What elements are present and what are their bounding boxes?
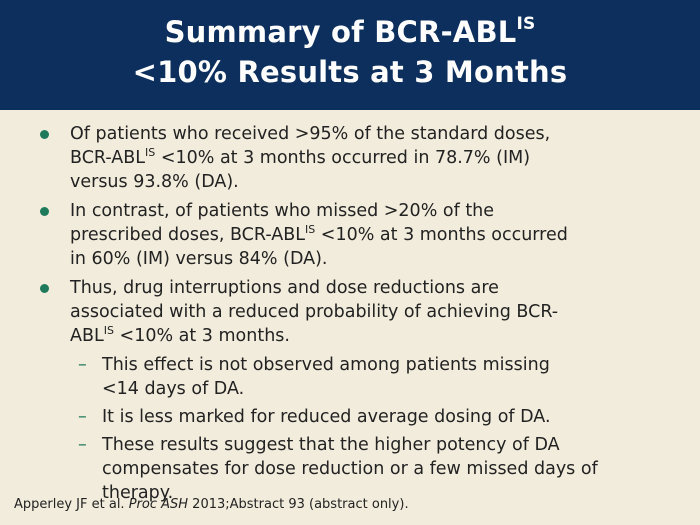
sub-bullet-line: These results suggest that the higher po… (102, 435, 560, 455)
bullet-line: Of patients who received >95% of the sta… (70, 124, 551, 144)
sub-bullet-line: therapy. (102, 483, 174, 503)
bullet-line: Thus, drug interruptions and dose reduct… (70, 278, 499, 298)
citation-journal: Proc ASH (128, 497, 189, 512)
sub-bullet-line: This effect is not observed among patien… (102, 355, 550, 375)
superscript: IS (145, 146, 156, 159)
dash-icon: – (78, 407, 87, 427)
slide-header: Summary of BCR-ABLIS <10% Results at 3 M… (0, 0, 700, 110)
slide-title-line-2: <10% Results at 3 Months (132, 55, 568, 89)
title-superscript: IS (516, 14, 536, 34)
sub-bullet-item: – This effect is not observed among pati… (40, 353, 660, 401)
sub-bullet-line: It is less marked for reduced average do… (102, 407, 551, 427)
bullet-text: <10% at 3 months. (113, 326, 290, 346)
bullet-dot-icon (40, 284, 49, 293)
bullet-text: <10% at 3 months occurred (315, 225, 568, 245)
bullet-item: In contrast, of patients who missed >20%… (40, 199, 660, 271)
sub-bullet-item: – It is less marked for reduced average … (40, 405, 660, 429)
bullet-item: Thus, drug interruptions and dose reduct… (40, 276, 660, 348)
sub-bullet-line: compensates for dose reduction or a few … (102, 459, 598, 479)
superscript: IS (305, 223, 316, 236)
bullet-dot-icon (40, 130, 49, 139)
bullet-line: in 60% (IM) versus 84% (DA). (70, 249, 328, 269)
bullet-text: <10% at 3 months occurred in 78.7% (IM) (155, 148, 531, 168)
title-text: Summary of BCR-ABL (164, 15, 517, 49)
bullet-text: prescribed doses, BCR-ABL (70, 225, 305, 245)
citation-footer: Apperley JF et al. Proc ASH 2013;Abstrac… (14, 497, 409, 512)
bullet-line: associated with a reduced probability of… (70, 302, 559, 322)
slide-content: Of patients who received >95% of the sta… (40, 122, 660, 509)
bullet-line: BCR-ABLIS <10% at 3 months occurred in 7… (70, 146, 660, 170)
superscript: IS (103, 324, 114, 337)
bullet-text: BCR-ABL (70, 148, 146, 168)
dash-icon: – (78, 435, 87, 455)
bullet-text: ABL (70, 326, 104, 346)
bullet-line: versus 93.8% (DA). (70, 172, 239, 192)
slide-title-line-1: Summary of BCR-ABLIS (0, 12, 700, 52)
bullet-dot-icon (40, 207, 49, 216)
bullet-line: prescribed doses, BCR-ABLIS <10% at 3 mo… (70, 223, 660, 247)
bullet-line: In contrast, of patients who missed >20%… (70, 201, 495, 221)
sub-bullet-item: – These results suggest that the higher … (40, 433, 660, 505)
citation-text: 2013;Abstract 93 (abstract only). (188, 497, 409, 512)
sub-bullet-line: <14 days of DA. (102, 379, 245, 399)
bullet-line: ABLIS <10% at 3 months. (70, 324, 660, 348)
bullet-item: Of patients who received >95% of the sta… (40, 122, 660, 194)
citation-text: Apperley JF et al. (14, 497, 129, 512)
dash-icon: – (78, 355, 87, 375)
